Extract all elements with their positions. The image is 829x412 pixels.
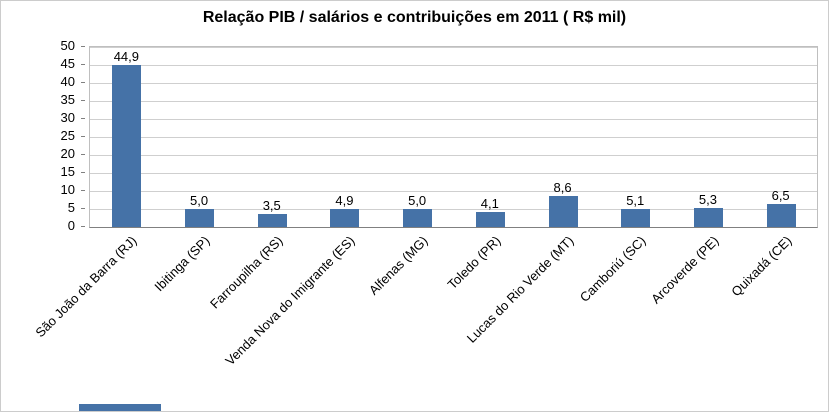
y-axis-tick-mark [81,64,85,65]
y-axis-tick-mark [81,46,85,47]
bar-value-label: 8,6 [553,180,572,196]
y-axis-tick-mark [81,226,85,227]
bar-value-label: 4,9 [335,193,354,209]
gridline [90,47,817,48]
bar [548,196,578,227]
bar [621,208,651,227]
y-axis-tick-mark [81,118,85,119]
bar [693,207,723,227]
y-axis-tick-mark [81,190,85,191]
gridline [90,65,817,66]
plot-area: 44,9 5,0 3,5 4,9 5,0 4,1 8,6 5,1 5,3 6,5 [89,46,818,228]
gridline [90,191,817,192]
y-axis-tick-mark [81,172,85,173]
y-axis-tick-mark [81,208,85,209]
y-axis-tick-label: 45 [60,56,75,71]
bar [766,203,796,227]
gridline [90,137,817,138]
chart-title: Relação PIB / salários e contribuições e… [202,9,627,26]
bar-value-label: 5,0 [408,193,427,208]
y-axis-tick-label: 40 [60,74,75,89]
y-axis-tick-mark [81,100,85,101]
y-axis-tick-mark [81,136,85,137]
y-axis-tick-label: 20 [60,146,75,161]
y-axis-tick-mark [81,82,85,83]
bar [330,209,360,227]
bar [257,214,287,227]
bar-value-label: 5,0 [190,193,209,208]
gridline [90,119,817,120]
partial-next-chart-bar [79,404,161,411]
bar-value-label: 3,5 [262,198,281,214]
bar [185,209,215,227]
bar-value-label: 5,3 [698,191,717,207]
bar [403,209,433,227]
x-axis-labels: São João da Barra (RJ) Ibitinga (SP) Farro… [33,227,816,402]
gridline [90,83,817,84]
gridline [90,173,817,174]
y-axis-tick-label: 10 [60,182,75,197]
bar-value-label: 4,1 [480,196,499,212]
y-axis-tick-label: 5 [67,200,75,215]
y-axis-tick-label: 15 [60,164,75,179]
y-axis-tick-mark [81,154,85,155]
bar-value-label: 44,9 [113,49,139,65]
bar [112,65,142,227]
gridline [90,155,817,156]
y-axis-tick-label: 50 [60,38,75,53]
bar [475,212,505,227]
bar-value-label: 6,5 [771,187,790,203]
bar-value-label: 5,1 [626,192,645,208]
y-axis: 0 5 10 15 20 25 30 35 40 45 50 [1,38,85,233]
y-axis-tick-label: 25 [60,128,75,143]
y-axis-tick-label: 35 [60,92,75,107]
gridline [90,209,817,210]
y-axis-tick-label: 0 [67,218,75,233]
y-axis-tick-label: 30 [60,110,75,125]
x-axis-category-label: Quixadá (CE) [727,233,795,300]
gridline [90,101,817,102]
